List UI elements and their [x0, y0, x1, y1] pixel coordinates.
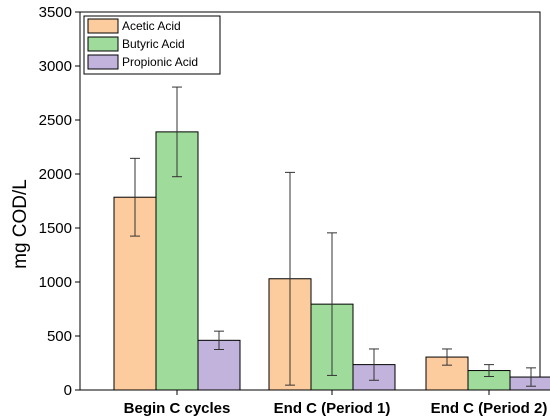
error-bar	[285, 171, 295, 386]
y-tick-label: 3000	[39, 58, 72, 75]
x-category-label: End C (Period 2)	[431, 400, 548, 417]
y-tick-label: 2000	[39, 166, 72, 183]
error-bars-group	[130, 86, 536, 387]
x-category-label: End C (Period 1)	[274, 400, 391, 417]
error-bar	[214, 330, 224, 350]
y-tick-label: 1000	[39, 274, 72, 291]
bar-propionic-acid	[509, 376, 550, 391]
y-tick-label: 1500	[39, 220, 72, 237]
y-axis: 0 500 1000 1500 2000 2500 3000 3500	[39, 4, 80, 399]
error-bar	[172, 86, 182, 178]
error-bar	[442, 348, 452, 366]
legend-swatch	[87, 54, 119, 70]
legend: Acetic Acid Butyric Acid Propionic Acid	[83, 15, 221, 75]
legend-label: Propionic Acid	[122, 55, 198, 69]
legend-swatch	[87, 18, 119, 34]
error-bar	[369, 348, 379, 381]
x-category-label: Begin C cycles	[124, 400, 231, 417]
y-tick-label: 0	[64, 382, 72, 399]
y-tick-label: 500	[47, 328, 72, 345]
y-axis-title: mg COD/L	[10, 179, 31, 269]
y-tick-label: 2500	[39, 112, 72, 129]
legend-label: Butyric Acid	[122, 37, 185, 51]
error-bar	[526, 367, 536, 387]
error-bar	[130, 157, 140, 237]
x-axis: Begin C cycles End C (Period 1) End C (Per…	[124, 390, 548, 417]
legend-swatch	[87, 36, 119, 52]
error-bar	[484, 364, 494, 377]
y-tick-label: 3500	[39, 4, 72, 21]
legend-label: Acetic Acid	[122, 19, 181, 33]
error-bar	[327, 232, 337, 376]
